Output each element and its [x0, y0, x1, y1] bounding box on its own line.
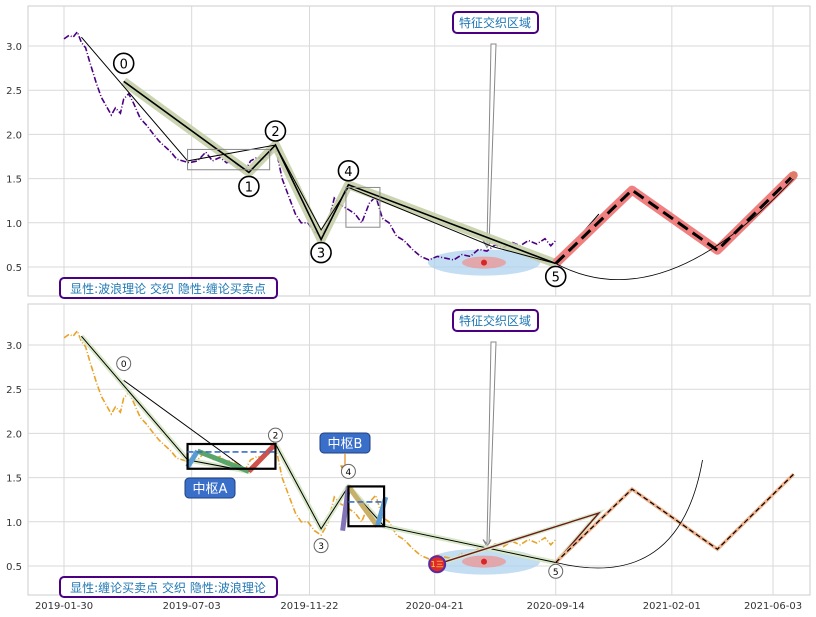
buy-stroke [436, 511, 602, 565]
plot-frame [27, 5, 811, 297]
buy-point-label: 1三 [431, 560, 444, 569]
annotation-box [452, 309, 539, 332]
wave-label-circle [267, 427, 283, 443]
consolidation-box-a [187, 148, 271, 171]
zhongshu-a-label-box [184, 477, 236, 499]
wave-label-4: 4 [344, 165, 352, 180]
segment-blue [185, 449, 200, 469]
y-tick-label: 1.0 [6, 518, 22, 529]
wave-label-0: 0 [120, 57, 128, 72]
y-tick-label: 1.0 [6, 219, 22, 230]
legend-box [59, 277, 278, 299]
wave-label-circle [313, 538, 329, 554]
feature-zone-center [481, 558, 487, 565]
zhongshu-box [186, 442, 277, 470]
feature-zone-center [481, 259, 487, 266]
projection-line [554, 174, 795, 265]
x-tick-label: 2020-09-14 [527, 601, 585, 612]
wave-label-circle [310, 241, 332, 264]
y-tick-label: 0.5 [6, 263, 22, 274]
projection-end-marker [789, 171, 798, 180]
y-tick-label: 3.0 [6, 42, 22, 53]
legend-box [59, 576, 278, 598]
y-tick-label: 2.5 [6, 86, 22, 97]
legend-text: 显性:波浪理论 交织 隐性:缠论买卖点 [70, 281, 266, 296]
annotation-text: 特征交织区域 [459, 15, 531, 30]
wave-label-5: 5 [552, 270, 560, 285]
y-tick-label: 2.0 [6, 130, 22, 141]
wave-label-3: 3 [317, 247, 325, 262]
y-tick-label: 3.0 [6, 341, 22, 352]
wave-label-2: 2 [271, 125, 279, 140]
x-tick-label: 2020-04-21 [406, 601, 464, 612]
y-tick-label: 2.5 [6, 385, 22, 396]
y-tick-label: 1.5 [6, 474, 22, 485]
consolidation-box-b [345, 186, 381, 228]
projection-arc [555, 459, 703, 569]
y-tick-label: 1.5 [6, 175, 22, 186]
x-tick-label: 2019-07-03 [163, 601, 221, 612]
buy-point-marker [428, 555, 447, 574]
wave-label-circle [116, 356, 132, 372]
segment-olive [346, 484, 380, 528]
wave-label-5: 5 [553, 568, 559, 578]
wave-label-1: 1 [245, 180, 253, 195]
x-tick-label: 2019-01-30 [35, 601, 93, 612]
y-tick-label: 2.0 [6, 429, 22, 440]
annotation-text: 特征交织区域 [459, 313, 531, 328]
wave-label-0: 0 [121, 360, 127, 370]
zhongshu-a-label: 中枢A [193, 482, 228, 497]
zhongshu-box [347, 485, 386, 528]
stroke-line-aux [123, 379, 250, 472]
wave-label-4: 4 [346, 468, 352, 478]
wave-label-circle [340, 463, 356, 479]
projection-line [555, 473, 795, 563]
wave-label-circle [112, 52, 135, 75]
wave-label-circle [548, 563, 564, 579]
annotation-box [452, 11, 539, 34]
y-tick-label: 0.5 [6, 562, 22, 573]
x-tick-label: 2021-02-01 [643, 601, 701, 612]
legend-text: 显性:缠论买卖点 交织 隐性:波浪理论 [70, 580, 266, 595]
zhongshu-b-label: 中枢B [328, 437, 363, 452]
x-tick-label: 2019-11-22 [280, 601, 338, 612]
projection-arc [555, 178, 795, 281]
wave-line [123, 80, 556, 265]
wave-label-circle [544, 265, 567, 288]
wave-label-circle [264, 120, 287, 142]
x-tick-label: 2021-06-03 [744, 601, 802, 612]
plot-frame [27, 303, 811, 596]
wave-label-3: 3 [318, 542, 324, 552]
segment-red [247, 442, 278, 474]
annotation-arrow [482, 43, 497, 249]
wave-label-2: 2 [273, 432, 279, 442]
wave-label-circle [238, 175, 260, 198]
wave-label-circle [337, 159, 360, 182]
